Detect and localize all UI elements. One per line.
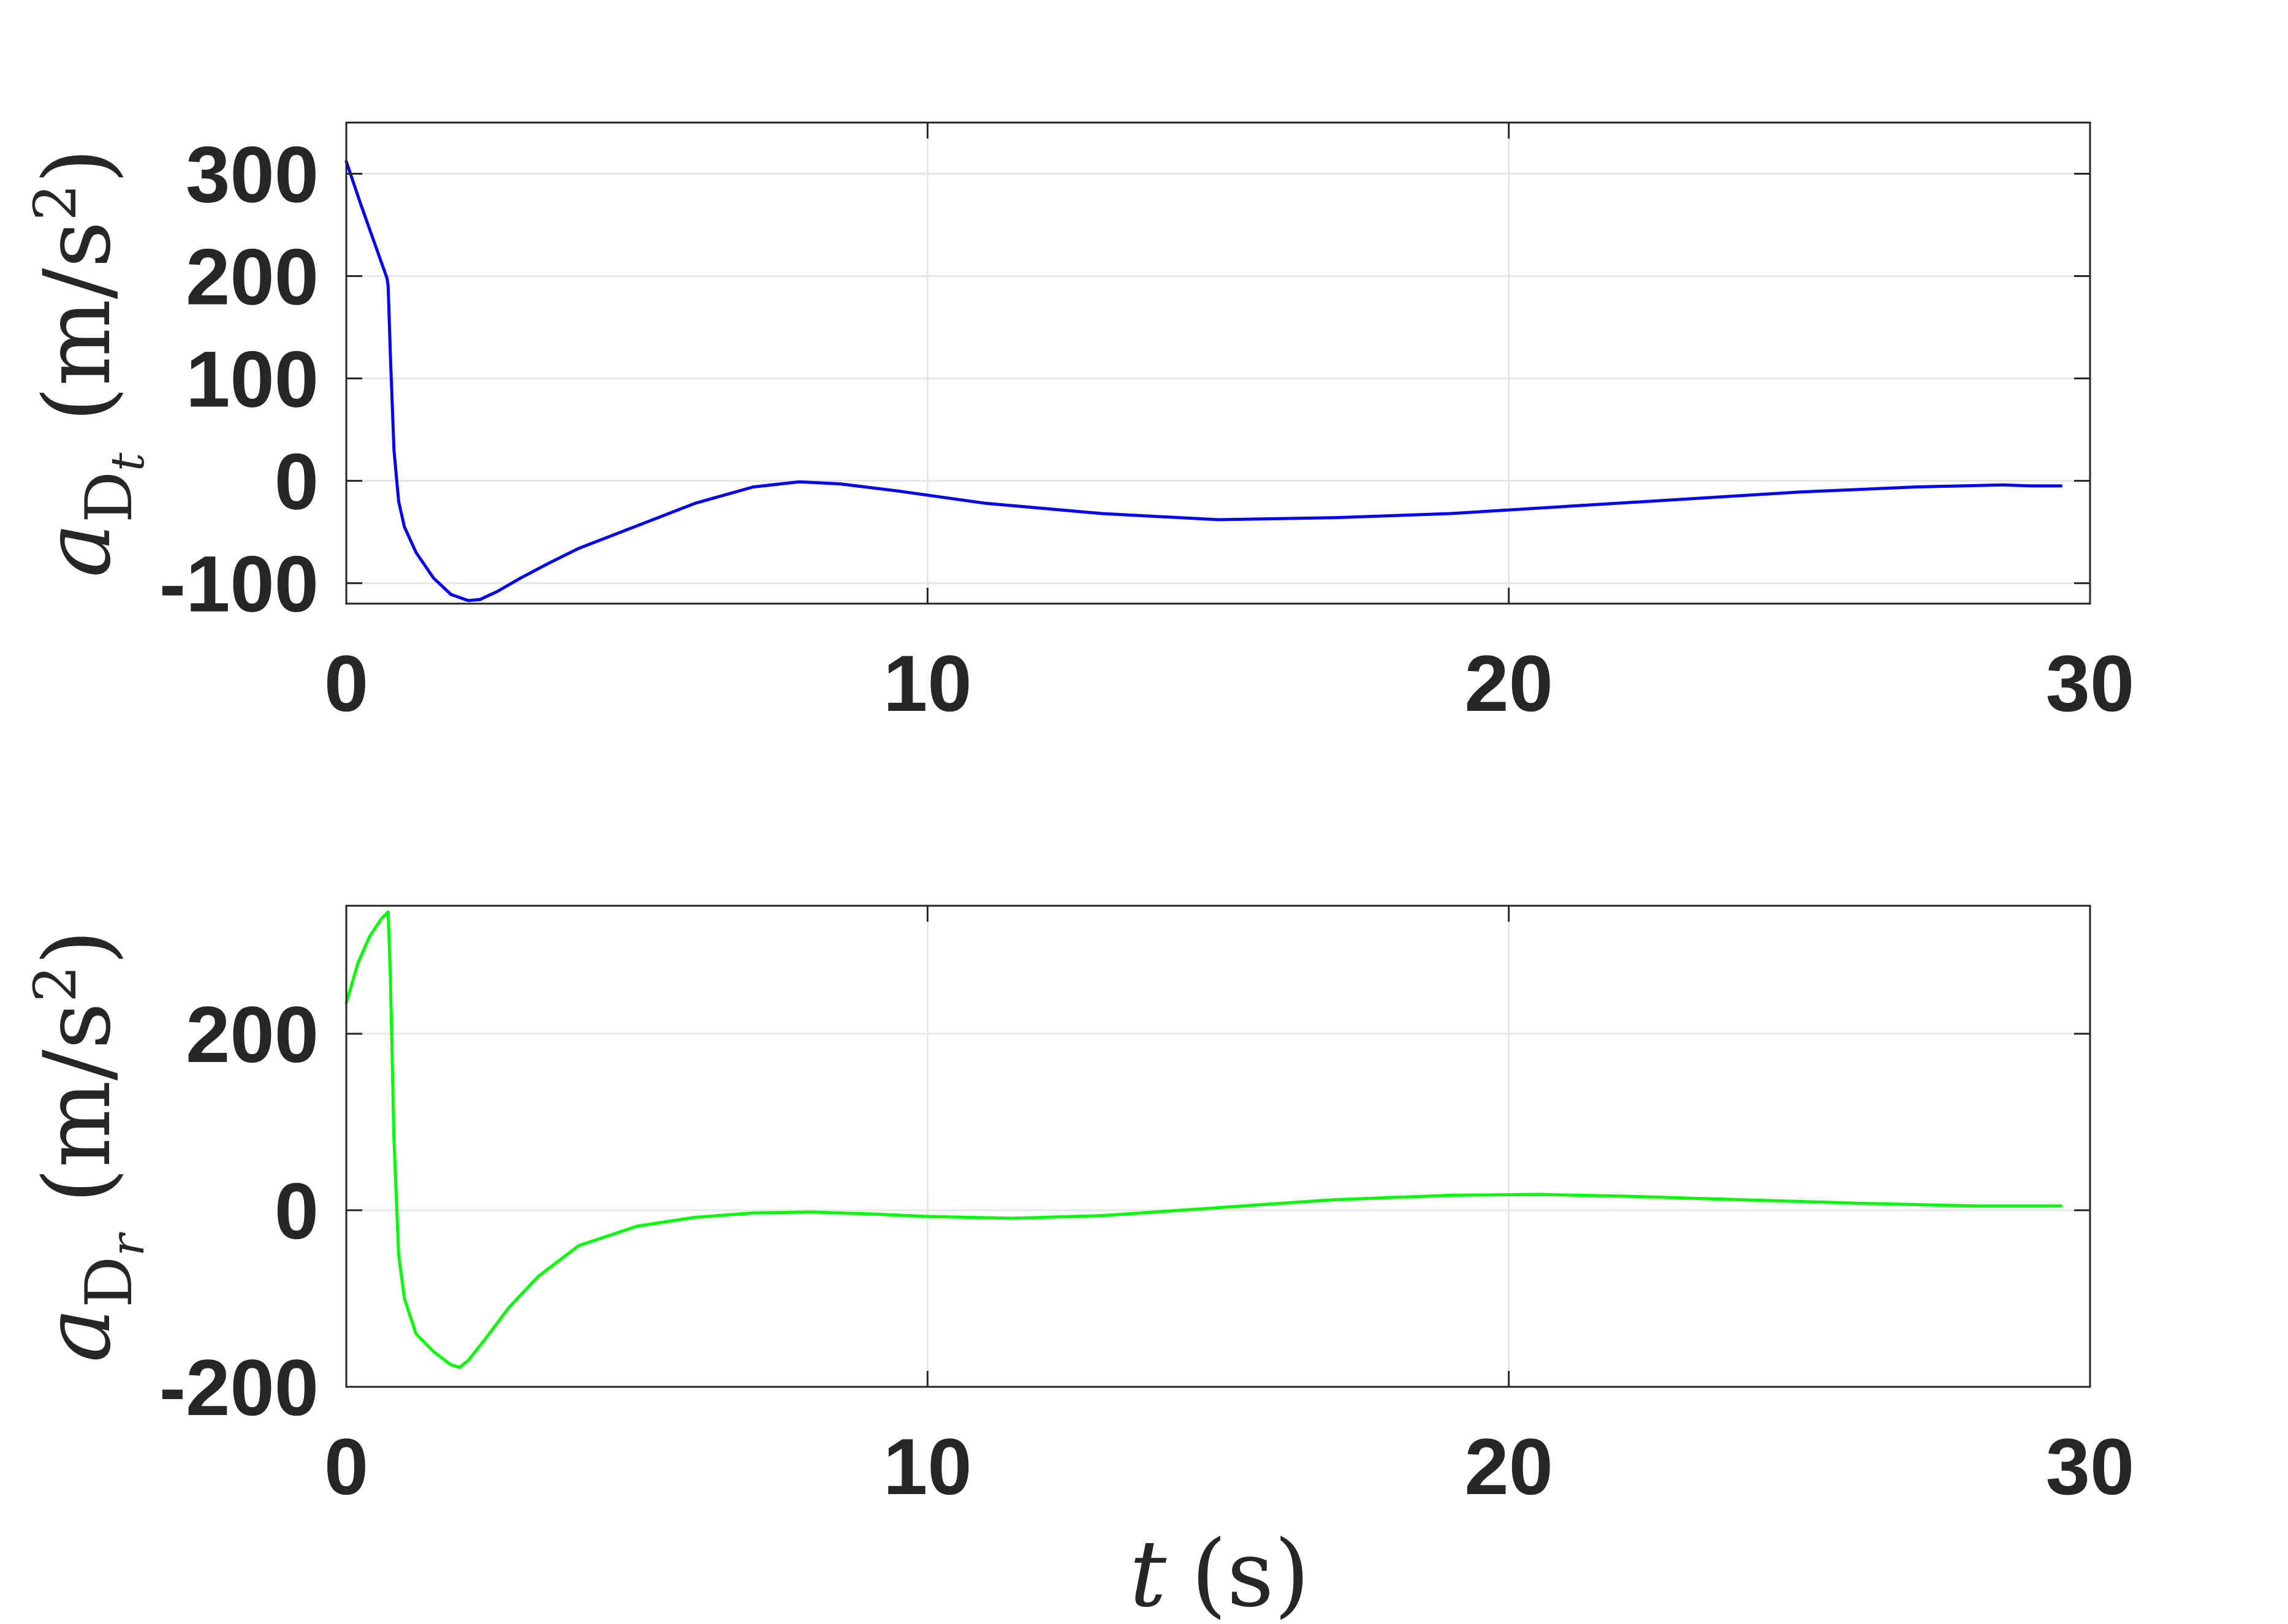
top-chart-ytick-labels: -100 0 100 200 300 <box>159 130 319 629</box>
top-chart-ytick-label: 300 <box>186 130 319 219</box>
top-chart-ytick-label: -100 <box>159 539 319 629</box>
bottom-chart-xlabel: t (s) <box>1130 1521 1310 1624</box>
top-chart-xtick-label: 0 <box>324 639 368 728</box>
bottom-chart-xtick-label: 10 <box>883 1422 972 1511</box>
bottom-chart-ytick-label: 200 <box>186 990 319 1079</box>
bottom-chart-xtick-label: 30 <box>2046 1422 2135 1511</box>
bottom-chart-axes-box <box>345 905 2091 1388</box>
top-chart-ytick-label: 0 <box>275 437 319 526</box>
bottom-chart-xtick-labels: 0 10 20 30 <box>324 1422 2134 1511</box>
top-chart-grid <box>345 123 2091 604</box>
bottom-chart-series-line <box>344 910 2063 1369</box>
top-chart-ticks <box>345 123 2091 604</box>
top-chart-xtick-label: 20 <box>1464 639 1553 728</box>
top-chart-axes-box <box>345 121 2091 605</box>
top-chart-series-line <box>344 160 2063 602</box>
top-chart-xtick-labels: 0 10 20 30 <box>324 639 2134 728</box>
top-chart-ytick-label: 100 <box>186 335 319 424</box>
bottom-chart-ytick-label: 0 <box>275 1166 319 1256</box>
bottom-chart-series-group <box>344 910 2063 1369</box>
top-chart-ylabel: aDt(m/s2) <box>22 148 154 577</box>
top-chart-ytick-label: 200 <box>186 232 319 322</box>
bottom-chart-ytick-labels: -200 0 200 <box>159 990 319 1432</box>
bottom-chart-xtick-label: 0 <box>324 1422 368 1511</box>
top-chart-xtick-label: 10 <box>883 639 972 728</box>
top-chart-xtick-label: 30 <box>2046 639 2135 728</box>
top-chart-series-group <box>344 160 2063 602</box>
bottom-chart-ytick-label: -200 <box>159 1343 319 1432</box>
bottom-chart-ticks <box>345 906 2091 1388</box>
bottom-chart-ylabel: aDr(m/s2) <box>22 930 154 1363</box>
bottom-chart-xtick-label: 20 <box>1464 1422 1553 1511</box>
